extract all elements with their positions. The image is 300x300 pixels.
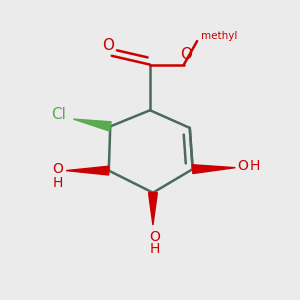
Text: H: H bbox=[250, 159, 260, 173]
Text: O: O bbox=[238, 159, 249, 173]
Polygon shape bbox=[74, 119, 111, 131]
Text: methyl: methyl bbox=[201, 31, 237, 41]
Polygon shape bbox=[66, 166, 109, 175]
Polygon shape bbox=[193, 165, 236, 174]
Text: H: H bbox=[149, 242, 160, 256]
Text: O: O bbox=[102, 38, 114, 53]
Text: O: O bbox=[52, 162, 63, 176]
Text: O: O bbox=[180, 47, 192, 62]
Text: H: H bbox=[53, 176, 63, 190]
Polygon shape bbox=[148, 193, 158, 225]
Text: O: O bbox=[149, 230, 160, 244]
Text: Cl: Cl bbox=[51, 107, 66, 122]
